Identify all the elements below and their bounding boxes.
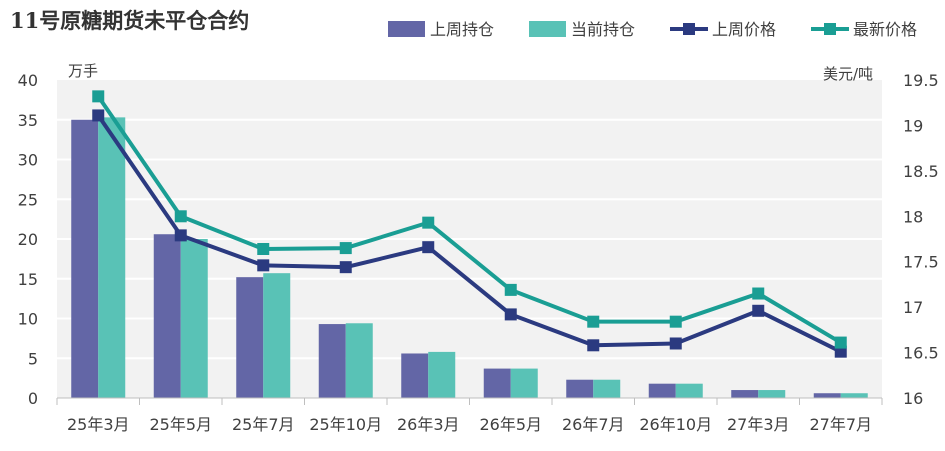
series-point bbox=[174, 210, 187, 223]
series-line bbox=[96, 114, 842, 354]
left-tick-label: 25 bbox=[18, 190, 38, 209]
bar bbox=[428, 351, 456, 398]
left-axis-unit: 万手 bbox=[68, 62, 98, 80]
series-point bbox=[587, 315, 600, 328]
x-tick-label: 25年7月 bbox=[232, 415, 295, 434]
bar bbox=[840, 393, 868, 398]
bar bbox=[153, 234, 181, 398]
right-tick-label: 18 bbox=[903, 207, 923, 226]
right-axis-ticks: 16 16.5 17 17.5 18 18.5 19 19.5 bbox=[903, 71, 939, 408]
bar bbox=[731, 390, 759, 398]
series-point bbox=[92, 109, 105, 122]
right-tick-label: 19.5 bbox=[903, 71, 939, 90]
series-point bbox=[834, 345, 847, 358]
x-tick-label: 25年3月 bbox=[67, 415, 130, 434]
left-axis-ticks: 0 5 10 15 20 25 30 35 40 bbox=[18, 71, 38, 408]
series-point bbox=[752, 304, 765, 317]
series-point bbox=[669, 337, 682, 350]
series-point bbox=[422, 241, 435, 254]
x-tick-label: 26年10月 bbox=[639, 415, 712, 434]
legend-swatch bbox=[529, 21, 566, 37]
bar bbox=[98, 117, 126, 399]
x-axis-ticks: 25年3月 25年5月 25年7月 25年10月 26年3月 26年5月 26年7月 26年1… bbox=[56, 398, 883, 434]
left-tick-label: 35 bbox=[18, 111, 38, 130]
series-point bbox=[257, 242, 270, 255]
x-tick-label: 26年5月 bbox=[479, 415, 542, 434]
left-tick-label: 20 bbox=[18, 230, 38, 249]
bar bbox=[483, 368, 511, 398]
bar bbox=[510, 368, 538, 398]
x-tick-label: 27年7月 bbox=[809, 415, 872, 434]
series-point bbox=[752, 287, 765, 300]
bar-series bbox=[71, 117, 868, 399]
legend-swatch bbox=[388, 21, 425, 37]
bar bbox=[566, 379, 594, 398]
line-series bbox=[92, 90, 847, 358]
series-point bbox=[422, 216, 435, 229]
legend-label: 上周价格 bbox=[712, 20, 776, 39]
bar bbox=[648, 383, 676, 398]
x-tick-label: 26年7月 bbox=[562, 415, 625, 434]
legend-label: 最新价格 bbox=[853, 20, 917, 39]
series-point bbox=[834, 336, 847, 349]
right-tick-label: 16 bbox=[903, 389, 923, 408]
left-tick-label: 15 bbox=[18, 270, 38, 289]
series-point bbox=[504, 283, 517, 296]
legend-label: 当前持仓 bbox=[571, 20, 635, 39]
series-point bbox=[504, 308, 517, 321]
right-tick-label: 16.5 bbox=[903, 344, 939, 363]
legend: 上周持仓 当前持仓 上周价格 最新价格 bbox=[388, 20, 917, 39]
bar bbox=[401, 353, 429, 398]
bar bbox=[593, 379, 621, 398]
series-point bbox=[339, 242, 352, 255]
left-tick-label: 0 bbox=[28, 389, 38, 408]
series-point bbox=[257, 259, 270, 272]
legend-marker bbox=[683, 23, 695, 35]
x-tick-label: 25年5月 bbox=[149, 415, 212, 434]
series-point bbox=[174, 229, 187, 242]
right-tick-label: 17.5 bbox=[903, 253, 939, 272]
bar bbox=[236, 277, 264, 398]
bar bbox=[71, 119, 99, 398]
left-tick-label: 40 bbox=[18, 71, 38, 90]
series-point bbox=[339, 261, 352, 274]
right-axis-unit: 美元/吨 bbox=[823, 65, 873, 83]
bar bbox=[345, 323, 373, 398]
x-tick-label: 25年10月 bbox=[309, 415, 382, 434]
right-tick-label: 18.5 bbox=[903, 162, 939, 181]
bar bbox=[318, 324, 346, 398]
right-tick-label: 19 bbox=[903, 116, 923, 135]
bar bbox=[758, 390, 786, 398]
bar bbox=[813, 393, 841, 398]
bar bbox=[675, 383, 703, 398]
legend-marker bbox=[824, 23, 836, 35]
series-point bbox=[92, 90, 105, 103]
x-tick-label: 26年3月 bbox=[397, 415, 460, 434]
left-tick-label: 10 bbox=[18, 310, 38, 329]
left-tick-label: 30 bbox=[18, 151, 38, 170]
series-point bbox=[587, 339, 600, 352]
chart-title: 11号原糖期货未平仓合约 bbox=[10, 8, 249, 33]
left-tick-label: 5 bbox=[28, 349, 38, 368]
series-point bbox=[669, 315, 682, 328]
right-tick-label: 17 bbox=[903, 298, 923, 317]
x-tick-label: 27年3月 bbox=[727, 415, 790, 434]
series-line bbox=[96, 95, 842, 345]
bar bbox=[263, 273, 291, 398]
legend-label: 上周持仓 bbox=[430, 20, 494, 39]
bar bbox=[180, 239, 208, 398]
